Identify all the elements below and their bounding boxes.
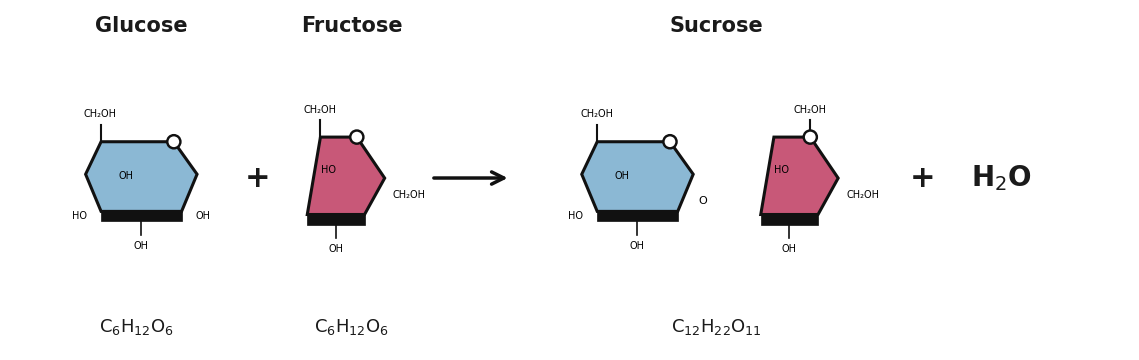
Text: +: + <box>245 163 270 193</box>
Text: OH: OH <box>781 244 797 254</box>
Text: OH: OH <box>615 171 630 181</box>
Text: +: + <box>909 163 935 193</box>
Polygon shape <box>308 137 385 215</box>
Text: HO: HO <box>568 211 583 221</box>
Text: HO: HO <box>72 211 88 221</box>
Polygon shape <box>761 137 838 215</box>
Circle shape <box>167 135 180 148</box>
Text: H$_2$O: H$_2$O <box>972 163 1032 193</box>
Text: OH: OH <box>118 171 133 181</box>
Polygon shape <box>761 215 818 225</box>
Text: OH: OH <box>328 244 344 254</box>
Text: C$_{12}$H$_{22}$O$_{11}$: C$_{12}$H$_{22}$O$_{11}$ <box>672 317 762 337</box>
Text: CH₂OH: CH₂OH <box>846 190 879 200</box>
Text: Glucose: Glucose <box>95 16 188 36</box>
Text: Sucrose: Sucrose <box>670 16 764 36</box>
Text: OH: OH <box>133 241 149 251</box>
Text: C$_6$H$_{12}$O$_6$: C$_6$H$_{12}$O$_6$ <box>99 317 174 337</box>
Circle shape <box>663 135 677 148</box>
Text: OH: OH <box>630 241 645 251</box>
Polygon shape <box>308 215 364 225</box>
Circle shape <box>350 131 363 144</box>
Text: CH₂OH: CH₂OH <box>581 109 614 119</box>
Polygon shape <box>597 211 678 221</box>
Circle shape <box>804 131 817 144</box>
Text: OH: OH <box>196 211 211 221</box>
Text: O: O <box>698 196 707 206</box>
Polygon shape <box>85 142 197 211</box>
Text: CH₂OH: CH₂OH <box>393 190 426 200</box>
Text: HO: HO <box>775 165 789 175</box>
Text: CH₂OH: CH₂OH <box>794 105 827 114</box>
Text: CH₂OH: CH₂OH <box>83 109 116 119</box>
Text: CH₂OH: CH₂OH <box>304 105 337 114</box>
Polygon shape <box>101 211 181 221</box>
Polygon shape <box>582 142 694 211</box>
Text: C$_6$H$_{12}$O$_6$: C$_6$H$_{12}$O$_6$ <box>314 317 390 337</box>
Text: Fructose: Fructose <box>301 16 402 36</box>
Text: HO: HO <box>321 165 336 175</box>
